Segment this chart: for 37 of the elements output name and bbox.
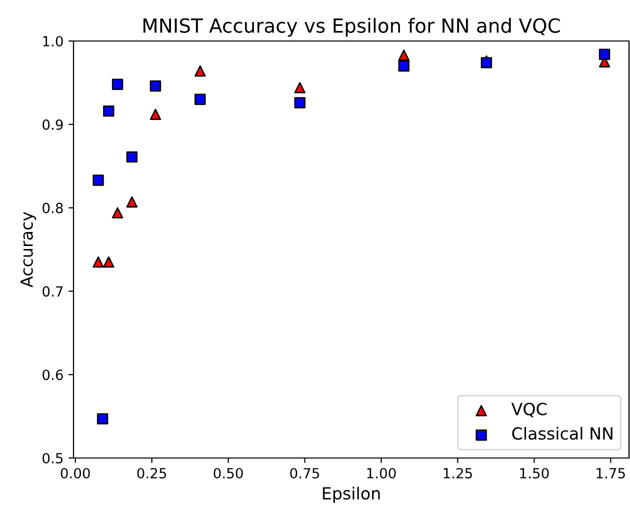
y-tick-label: 0.7 xyxy=(42,286,63,297)
point xyxy=(112,207,124,218)
point xyxy=(103,256,114,268)
point xyxy=(294,82,306,94)
x-tick-label: 0.25 xyxy=(137,468,166,478)
x-tick-label: 0.00 xyxy=(60,468,90,478)
point xyxy=(294,97,306,108)
y-tick-label: 0.8 xyxy=(42,202,63,214)
point xyxy=(398,50,410,61)
point xyxy=(598,48,610,60)
x-tick-label: 0.75 xyxy=(290,468,320,478)
point xyxy=(126,196,138,208)
point xyxy=(150,108,162,120)
legend-label: VQC xyxy=(511,402,547,418)
point xyxy=(112,78,124,90)
point xyxy=(103,105,114,117)
point xyxy=(92,174,104,186)
legend-label: Classical NN xyxy=(512,426,612,440)
point xyxy=(126,151,138,163)
y-tick-label: 0.6 xyxy=(42,370,63,380)
y-tick-label: 0.5 xyxy=(42,452,63,464)
point xyxy=(150,80,162,92)
x-axis-title: Epsilon xyxy=(322,486,380,503)
x-tick-label: 1.50 xyxy=(520,468,549,478)
x-tick-label: 1.75 xyxy=(596,468,625,478)
chart-title: MNIST Accuracy vs Epsilon for NN and VQC xyxy=(143,18,560,37)
y-axis-title: Accuracy xyxy=(20,212,36,288)
point xyxy=(92,256,104,268)
x-tick-label: 0.50 xyxy=(214,468,243,478)
point xyxy=(194,65,206,77)
x-tick-label: 1.25 xyxy=(444,468,472,478)
y-tick-label: 0.9 xyxy=(42,119,63,130)
point xyxy=(96,413,108,424)
point xyxy=(194,94,206,105)
y-tick-label: 1.0 xyxy=(43,36,63,46)
x-tick-label: 1.00 xyxy=(367,468,396,478)
point xyxy=(398,60,410,72)
